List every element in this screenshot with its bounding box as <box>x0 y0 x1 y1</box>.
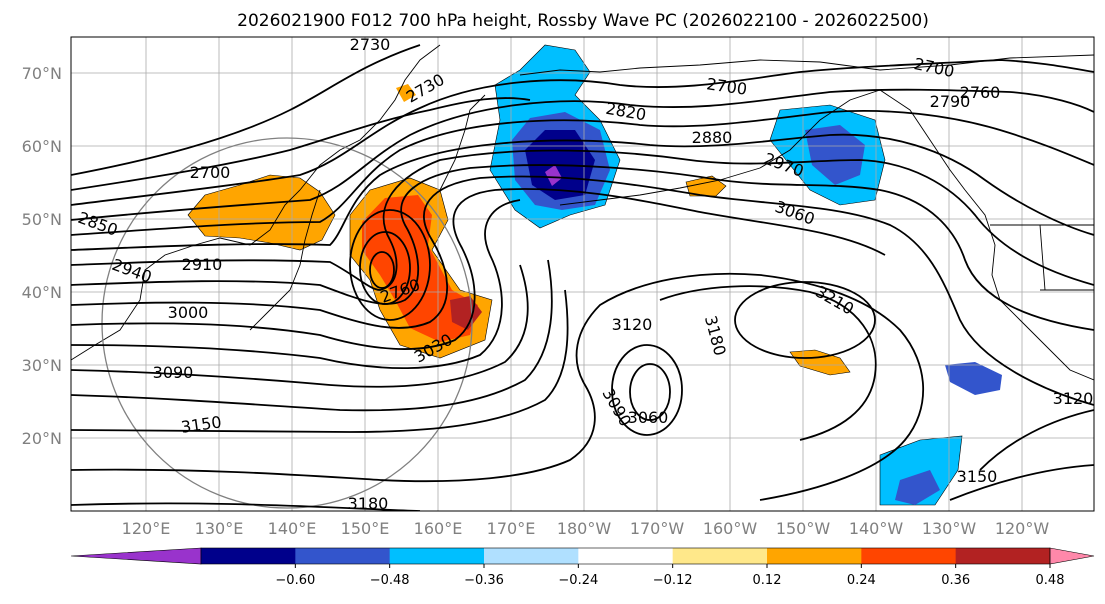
colorbar-segments <box>70 547 1095 565</box>
lon-label: 120°W <box>995 519 1050 538</box>
lat-label: 20°N <box>22 429 62 448</box>
negative-anomaly-bering-max <box>545 165 562 186</box>
contour-label: 2790 <box>930 92 971 111</box>
contour-label: 2760 <box>960 83 1001 102</box>
height-contours <box>71 44 1094 511</box>
colorbar-tick-label: −0.48 <box>370 573 410 588</box>
lat-label: 50°N <box>22 210 62 229</box>
contour-label: 2880 <box>692 128 733 147</box>
colorbar-frame <box>200 547 1051 565</box>
colorbar-extend-low <box>70 547 202 565</box>
contour-label: 3120 <box>612 315 653 334</box>
colorbar-segment <box>672 548 768 564</box>
colorbar-segment <box>861 548 957 564</box>
lon-label: 160°W <box>703 519 758 538</box>
colorbar-tick-label: 0.24 <box>847 573 876 588</box>
colorbar-segment <box>767 548 862 564</box>
colorbar-tick-label: 0.36 <box>941 573 970 588</box>
negative-anomaly-southeast <box>945 362 1002 395</box>
lon-label: 150°E <box>341 519 390 538</box>
colorbar-segment <box>201 548 296 564</box>
lon-label: 180°W <box>557 519 612 538</box>
lat-label: 70°N <box>22 64 62 83</box>
kamchatka-coast <box>439 94 486 191</box>
contour-label: 3120 <box>1053 389 1094 408</box>
colorbar-segment <box>955 548 1051 564</box>
colorbar-segment <box>578 548 674 564</box>
us-borders <box>990 224 1094 291</box>
lat-label: 60°N <box>22 137 62 156</box>
colorbar-tick-label: 0.12 <box>753 573 782 588</box>
contour-label: 2700 <box>190 163 231 182</box>
lon-label: 130°W <box>922 519 977 538</box>
lat-label: 40°N <box>22 283 62 302</box>
arctic-coast <box>519 54 1094 76</box>
colorbar-tick-label: −0.60 <box>275 573 315 588</box>
colorbar-ticks: −0.60 −0.48 −0.36 −0.24 −0.12 0.12 0.24 0.36 0.4… <box>275 564 1065 588</box>
negative-anomaly-alaska-inner <box>805 125 865 185</box>
lat-label: 30°N <box>22 356 62 375</box>
plot-title: 2026021900 F012 700 hPa height, Rossby W… <box>237 11 929 31</box>
lon-label: 140°W <box>849 519 904 538</box>
lon-label: 140°E <box>268 519 317 538</box>
colorbar-segment <box>484 548 579 564</box>
longitude-labels: 120°E 130°E 140°E 150°E 160°E 170°E 180°… <box>122 519 1050 538</box>
contour-label: 3060 <box>628 408 669 427</box>
colorbar-tick-label: −0.36 <box>464 573 504 588</box>
lon-label: 130°E <box>195 519 244 538</box>
contour-label: 3000 <box>168 303 209 322</box>
japan-coast <box>249 189 321 331</box>
positive-anomaly-west <box>187 174 336 251</box>
map-frame <box>70 36 1095 512</box>
graticule <box>71 37 1094 511</box>
great-circle <box>101 137 473 509</box>
lon-label: 150°W <box>776 519 831 538</box>
colorbar-extend-high <box>1049 547 1095 565</box>
positive-anomaly-east <box>789 349 851 376</box>
colorbar-tick-label: −0.24 <box>558 573 598 588</box>
asia-coast <box>71 44 441 361</box>
colorbar-tick-label: −0.12 <box>653 573 693 588</box>
aleutian-chain <box>559 167 761 206</box>
contour-label: 3150 <box>957 467 998 486</box>
positive-anomaly-core-inner <box>362 195 478 342</box>
negative-anomaly-south-inner <box>895 470 940 505</box>
colorbar: −0.60 −0.48 −0.36 −0.24 −0.12 0.12 0.24 0.36 0.4… <box>70 547 1095 588</box>
latitude-labels: 70°N 60°N 50°N 40°N 30°N 20°N <box>22 64 62 448</box>
lon-label: 170°E <box>487 519 536 538</box>
colorbar-tick-label: 0.48 <box>1036 573 1065 588</box>
contour-label: 3180 <box>348 494 389 513</box>
contour-label: 3090 <box>153 363 194 382</box>
colorbar-segment <box>295 548 391 564</box>
colorbar-segment <box>389 548 485 564</box>
contour-label: 2910 <box>182 255 223 274</box>
contour-label: 2730 <box>350 35 391 54</box>
lon-label: 160°E <box>414 519 463 538</box>
pc-shading <box>187 44 1002 506</box>
lon-label: 120°E <box>122 519 171 538</box>
lon-label: 170°W <box>630 519 685 538</box>
map-panel: 2730 2730 2700 2700 2790 2760 2820 2880 … <box>70 35 1095 513</box>
